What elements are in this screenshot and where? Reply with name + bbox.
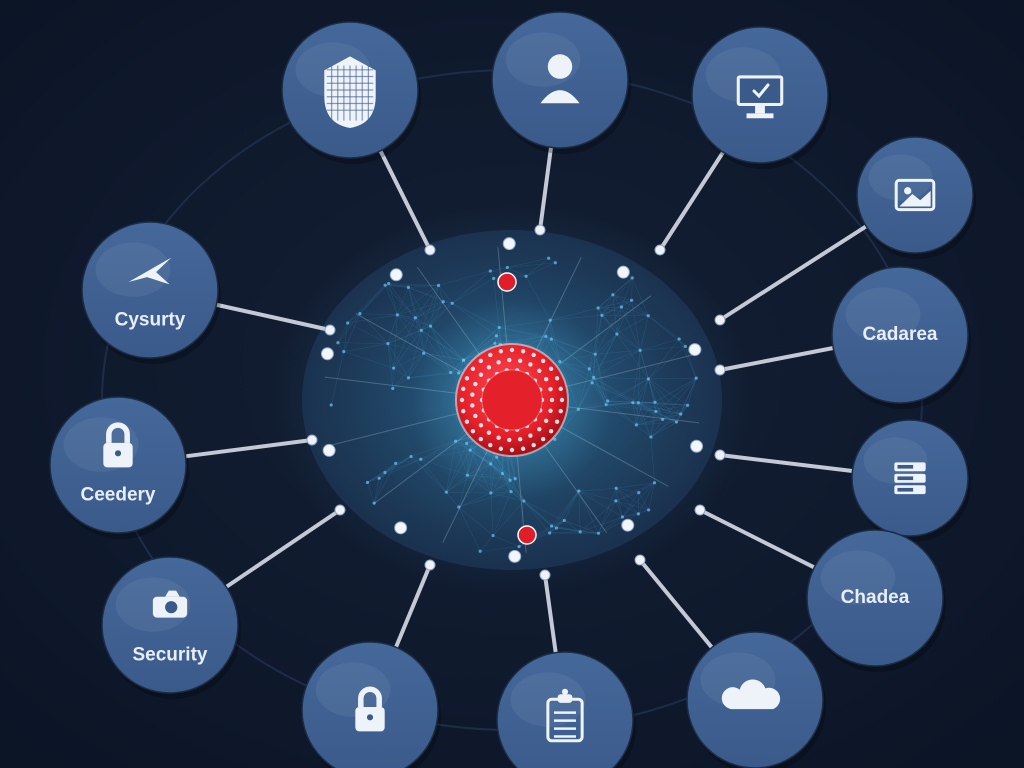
node-cysurty-label: Cysurty xyxy=(115,310,186,331)
node-security-label: Security xyxy=(133,645,208,666)
diagram-stage: Cadarea Chadea Security Ceedery Cysurty xyxy=(0,0,1024,768)
node-cadarea-label: Cadarea xyxy=(863,324,938,345)
node-chadea-label: Chadea xyxy=(841,587,910,608)
user-icon xyxy=(548,54,572,78)
central-network xyxy=(272,205,752,595)
node-ceedery-label: Ceedery xyxy=(81,485,156,506)
